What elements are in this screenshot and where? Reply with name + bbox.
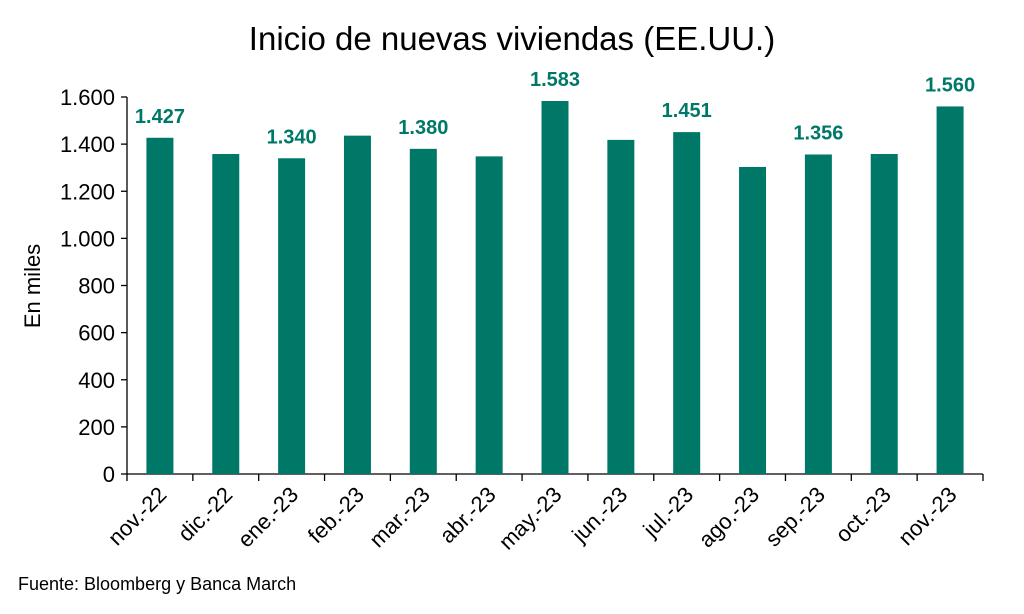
bar — [870, 154, 898, 475]
x-tick-label: feb.-23 — [303, 482, 369, 548]
x-tick-label: may.-23 — [494, 482, 567, 555]
y-tick-label: 200 — [78, 415, 115, 440]
bar — [409, 148, 437, 474]
y-axis-label: En miles — [20, 244, 45, 328]
bar — [936, 106, 964, 475]
x-tick-label: abr.-23 — [435, 482, 501, 548]
bar — [475, 156, 503, 474]
y-tick-label: 1.200 — [60, 179, 115, 204]
bar — [212, 154, 240, 475]
data-label: 1.356 — [793, 122, 843, 144]
source-note: Fuente: Bloomberg y Banca March — [18, 574, 297, 594]
y-tick-label: 1.600 — [60, 85, 115, 110]
x-tick-label: ene.-23 — [233, 482, 303, 552]
x-tick-label: nov.-22 — [103, 482, 171, 550]
chart-title: Inicio de nuevas viviendas (EE.UU.) — [249, 20, 775, 57]
x-tick-label: nov.-23 — [893, 482, 961, 550]
bar — [146, 137, 174, 474]
bar — [541, 101, 569, 475]
y-tick-label: 0 — [103, 462, 115, 487]
data-label: 1.380 — [398, 117, 448, 139]
data-label: 1.560 — [925, 74, 975, 96]
x-tick-label: mar.-23 — [364, 482, 434, 552]
bar — [739, 166, 767, 474]
x-tick-label: ago.-23 — [694, 482, 764, 552]
data-label: 1.340 — [267, 126, 317, 148]
data-label: 1.583 — [530, 69, 580, 91]
y-tick-label: 800 — [78, 274, 115, 299]
y-tick-label: 400 — [78, 368, 115, 393]
bar — [278, 158, 306, 474]
bar — [673, 132, 701, 474]
y-tick-label: 1.000 — [60, 226, 115, 251]
x-tick-label: oct.-23 — [831, 482, 896, 547]
data-label: 1.451 — [662, 100, 712, 122]
y-tick-label: 600 — [78, 321, 115, 346]
plot-area: 0 200 400 600 800 1.000 1.200 1.400 1.600 1.427 no… — [60, 69, 984, 555]
y-tick-label: 1.400 — [60, 132, 115, 157]
bar — [607, 139, 635, 475]
bar — [343, 135, 371, 474]
x-tick-label: jul.-23 — [637, 482, 698, 543]
x-tick-label: sep.-23 — [760, 482, 830, 552]
bar — [804, 154, 832, 474]
x-tick-label: dic.-22 — [173, 482, 237, 546]
x-tick-label: jun.-23 — [566, 482, 632, 548]
data-label: 1.427 — [135, 106, 185, 128]
